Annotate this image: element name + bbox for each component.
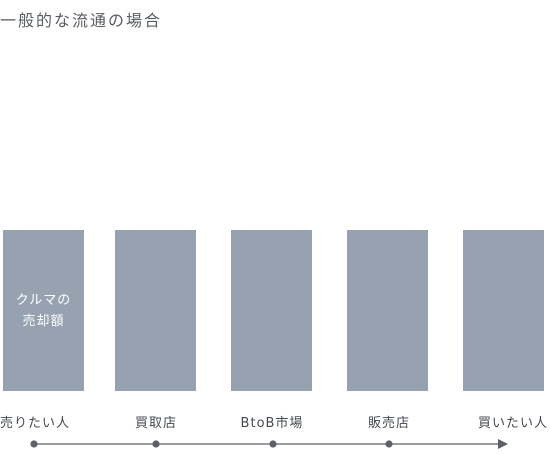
- timeline-arrowhead: [498, 439, 508, 449]
- stage-label-buyer: 買いたい人: [477, 416, 548, 431]
- bar-label-sale-price: クルマの 売却額: [3, 290, 84, 332]
- stage-label-seller: 売りたい人: [0, 416, 71, 431]
- bar-btob-market: [231, 230, 312, 391]
- timeline-dot-seller: [30, 440, 38, 448]
- timeline-dot-buyback-shop: [152, 440, 160, 448]
- bar-buyer: [463, 230, 544, 391]
- distribution-timeline: [30, 439, 508, 449]
- stage-label-dealer: 販売店: [367, 416, 410, 431]
- bar-label-line-1: クルマの: [15, 293, 72, 308]
- bar-label-line-2: 売却額: [22, 314, 65, 329]
- stage-label-buyback-shop: 買取店: [134, 416, 177, 431]
- bar-seller: クルマの 売却額: [3, 230, 84, 391]
- timeline-dot-dealer: [385, 440, 393, 448]
- bar-buyback-shop: [115, 230, 196, 391]
- stage-label-btob-market: BtoB市場: [240, 416, 304, 431]
- diagram-title: 一般的な流通の場合: [0, 11, 163, 30]
- bar-dealer: [347, 230, 428, 391]
- timeline-dot-btob-market: [269, 440, 277, 448]
